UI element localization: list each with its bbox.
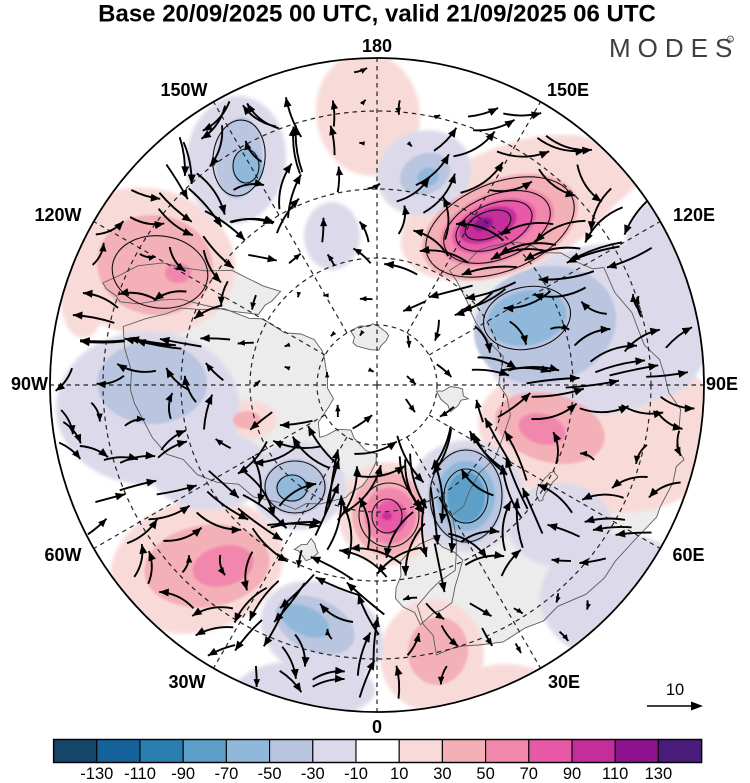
svg-text:-110: -110 xyxy=(124,765,156,783)
svg-text:90E: 90E xyxy=(706,374,738,394)
svg-text:-70: -70 xyxy=(214,765,238,783)
svg-text:150E: 150E xyxy=(547,80,589,100)
svg-text:-90: -90 xyxy=(171,765,195,783)
svg-text:90: 90 xyxy=(563,765,581,783)
svg-text:110: 110 xyxy=(602,765,628,783)
svg-text:Base 20/09/2025 00 UTC, valid: Base 20/09/2025 00 UTC, valid 21/09/2025… xyxy=(98,1,656,28)
svg-text:90W: 90W xyxy=(11,374,48,394)
svg-text:30W: 30W xyxy=(168,672,205,692)
svg-text:60E: 60E xyxy=(673,545,705,565)
svg-text:60W: 60W xyxy=(44,545,81,565)
svg-text:120E: 120E xyxy=(673,205,715,225)
svg-text:-50: -50 xyxy=(258,765,282,783)
svg-text:180: 180 xyxy=(362,36,392,56)
svg-text:10: 10 xyxy=(390,765,408,783)
svg-text:150W: 150W xyxy=(160,80,207,100)
svg-text:30: 30 xyxy=(433,765,451,783)
svg-text:-30: -30 xyxy=(301,765,325,783)
svg-text:0: 0 xyxy=(372,717,382,737)
svg-text:130: 130 xyxy=(645,765,673,783)
svg-text:50: 50 xyxy=(476,765,494,783)
svg-text:-10: -10 xyxy=(344,765,368,783)
svg-text:MODES: MODES xyxy=(609,33,739,63)
svg-text:-130: -130 xyxy=(80,765,113,783)
svg-text:c: c xyxy=(729,37,732,43)
svg-text:10: 10 xyxy=(666,681,684,699)
svg-text:120W: 120W xyxy=(34,205,81,225)
svg-text:30E: 30E xyxy=(548,672,580,692)
svg-text:70: 70 xyxy=(520,765,538,783)
